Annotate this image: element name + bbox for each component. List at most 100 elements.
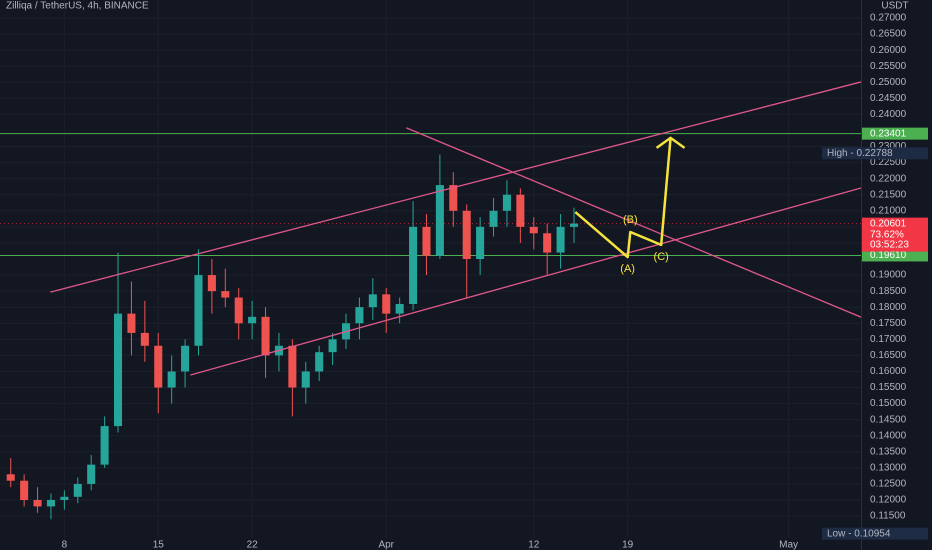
candle-body [140,332,149,346]
candle-body [87,464,96,484]
trendline [190,187,862,376]
wave-label: (A) [620,263,635,275]
candle-body [516,194,525,227]
y-tick-label: 0.26500 [870,29,907,40]
chart-title: Zilliqa / TetherUS, 4h, BINANCE [6,1,149,12]
y-tick-label: 0.17500 [870,318,907,329]
y-tick-label: 0.12500 [870,479,907,490]
candle-body [489,210,498,227]
y-tick-label: 0.21500 [870,189,907,200]
wave-path [574,137,672,259]
candle-body [395,303,404,314]
wave-label: (C) [654,251,669,263]
candle-body [543,233,552,253]
y-tick-label: 0.22000 [870,173,907,184]
candle-body [476,226,485,259]
candle-body [462,210,471,259]
candle-body [221,291,230,298]
y-tick-label: 0.26000 [870,45,907,56]
extreme-tag-label: High - 0.22788 [827,148,893,159]
y-tick-label: 0.23000 [870,141,907,152]
candle-body [409,226,418,304]
candle-body [6,474,15,481]
x-tick-label: May [779,540,798,550]
y-tick-label: 0.24500 [870,93,907,104]
extreme-tag-label: Low - 0.10954 [827,528,891,539]
level-tag [862,127,928,140]
y-tick-label: 0.18000 [870,302,907,313]
y-tick-label: 0.16500 [870,350,907,361]
extreme-tag [822,527,928,540]
y-tick-label: 0.11500 [870,511,906,522]
wave-label: (B) [623,214,638,226]
x-tick-label: 12 [528,540,540,550]
candle-body [355,307,364,324]
y-tick-label: 0.24000 [870,109,907,120]
y-tick-label: 0.13500 [870,446,907,457]
candle-body [20,480,29,500]
candle-body [127,313,136,333]
candle-body [207,275,216,292]
level-tag [862,249,928,262]
candle-body [301,371,310,388]
candle-body [315,352,324,372]
candle-body [556,226,565,253]
candle-body [288,345,297,388]
y-tick-label: 0.12000 [870,495,907,506]
plot: (A) (B) (C) [0,81,862,520]
candle-body [382,294,391,314]
y-tick-label: 0.19000 [870,270,907,281]
x-tick-label: 19 [622,540,634,550]
candle-body [73,483,82,497]
candle-body [33,500,42,507]
candle-body [100,426,109,465]
candle-body [569,223,579,227]
candle-body [328,339,337,353]
trendline [406,127,862,318]
x-tick-label: 22 [247,540,259,550]
y-tick-label: 0.18500 [870,286,907,297]
candle-body [194,275,203,346]
y-tick-label: 0.13000 [870,463,907,474]
x-tick-label: 8 [62,540,68,550]
y-tick-label: 0.25500 [870,61,907,72]
price-tag [862,217,928,252]
price-tag-label: 0.20601 [870,218,907,229]
y-tick-label: 0.22500 [870,157,907,168]
grid [0,0,861,538]
y-tick-label: 0.17000 [870,334,907,345]
candle-body [248,316,257,324]
y-tick-label: 0.14500 [870,414,907,425]
y-tick-label: 0.15500 [870,382,907,393]
axes: 0.11500 0.12000 0.12500 0.13000 0.13500 0.140… [62,13,928,550]
candle-body [261,316,270,356]
y-tick-label: 0.14000 [870,430,907,441]
y-tick-label: 0.16000 [870,366,907,377]
x-tick-label: Apr [378,540,394,550]
level-tag-label: 0.23401 [870,128,907,139]
candle-body [435,185,444,256]
candle-body [449,185,458,211]
countdown: 03:52:23 [870,239,909,250]
candle-body [368,294,377,308]
candle-body [529,226,538,234]
arrow-head [655,136,686,149]
currency-label: USDT [881,1,908,12]
y-tick-label: 0.15000 [870,398,907,409]
y-tick-label: 0.25000 [870,77,907,88]
extreme-tag [822,147,928,160]
y-tick-label: 0.21000 [870,205,907,216]
candle-body [422,226,431,256]
candle-body [502,194,511,211]
candle-body [113,313,123,427]
price-change: 73.62% [870,229,904,240]
candle-body [234,297,243,324]
candle-body [167,371,176,388]
candle-body [181,345,190,372]
candle-body [46,500,55,507]
candle-body [154,345,163,388]
level-tag-label: 0.19610 [870,250,907,261]
trendline [50,81,862,293]
candle-body [60,496,69,500]
